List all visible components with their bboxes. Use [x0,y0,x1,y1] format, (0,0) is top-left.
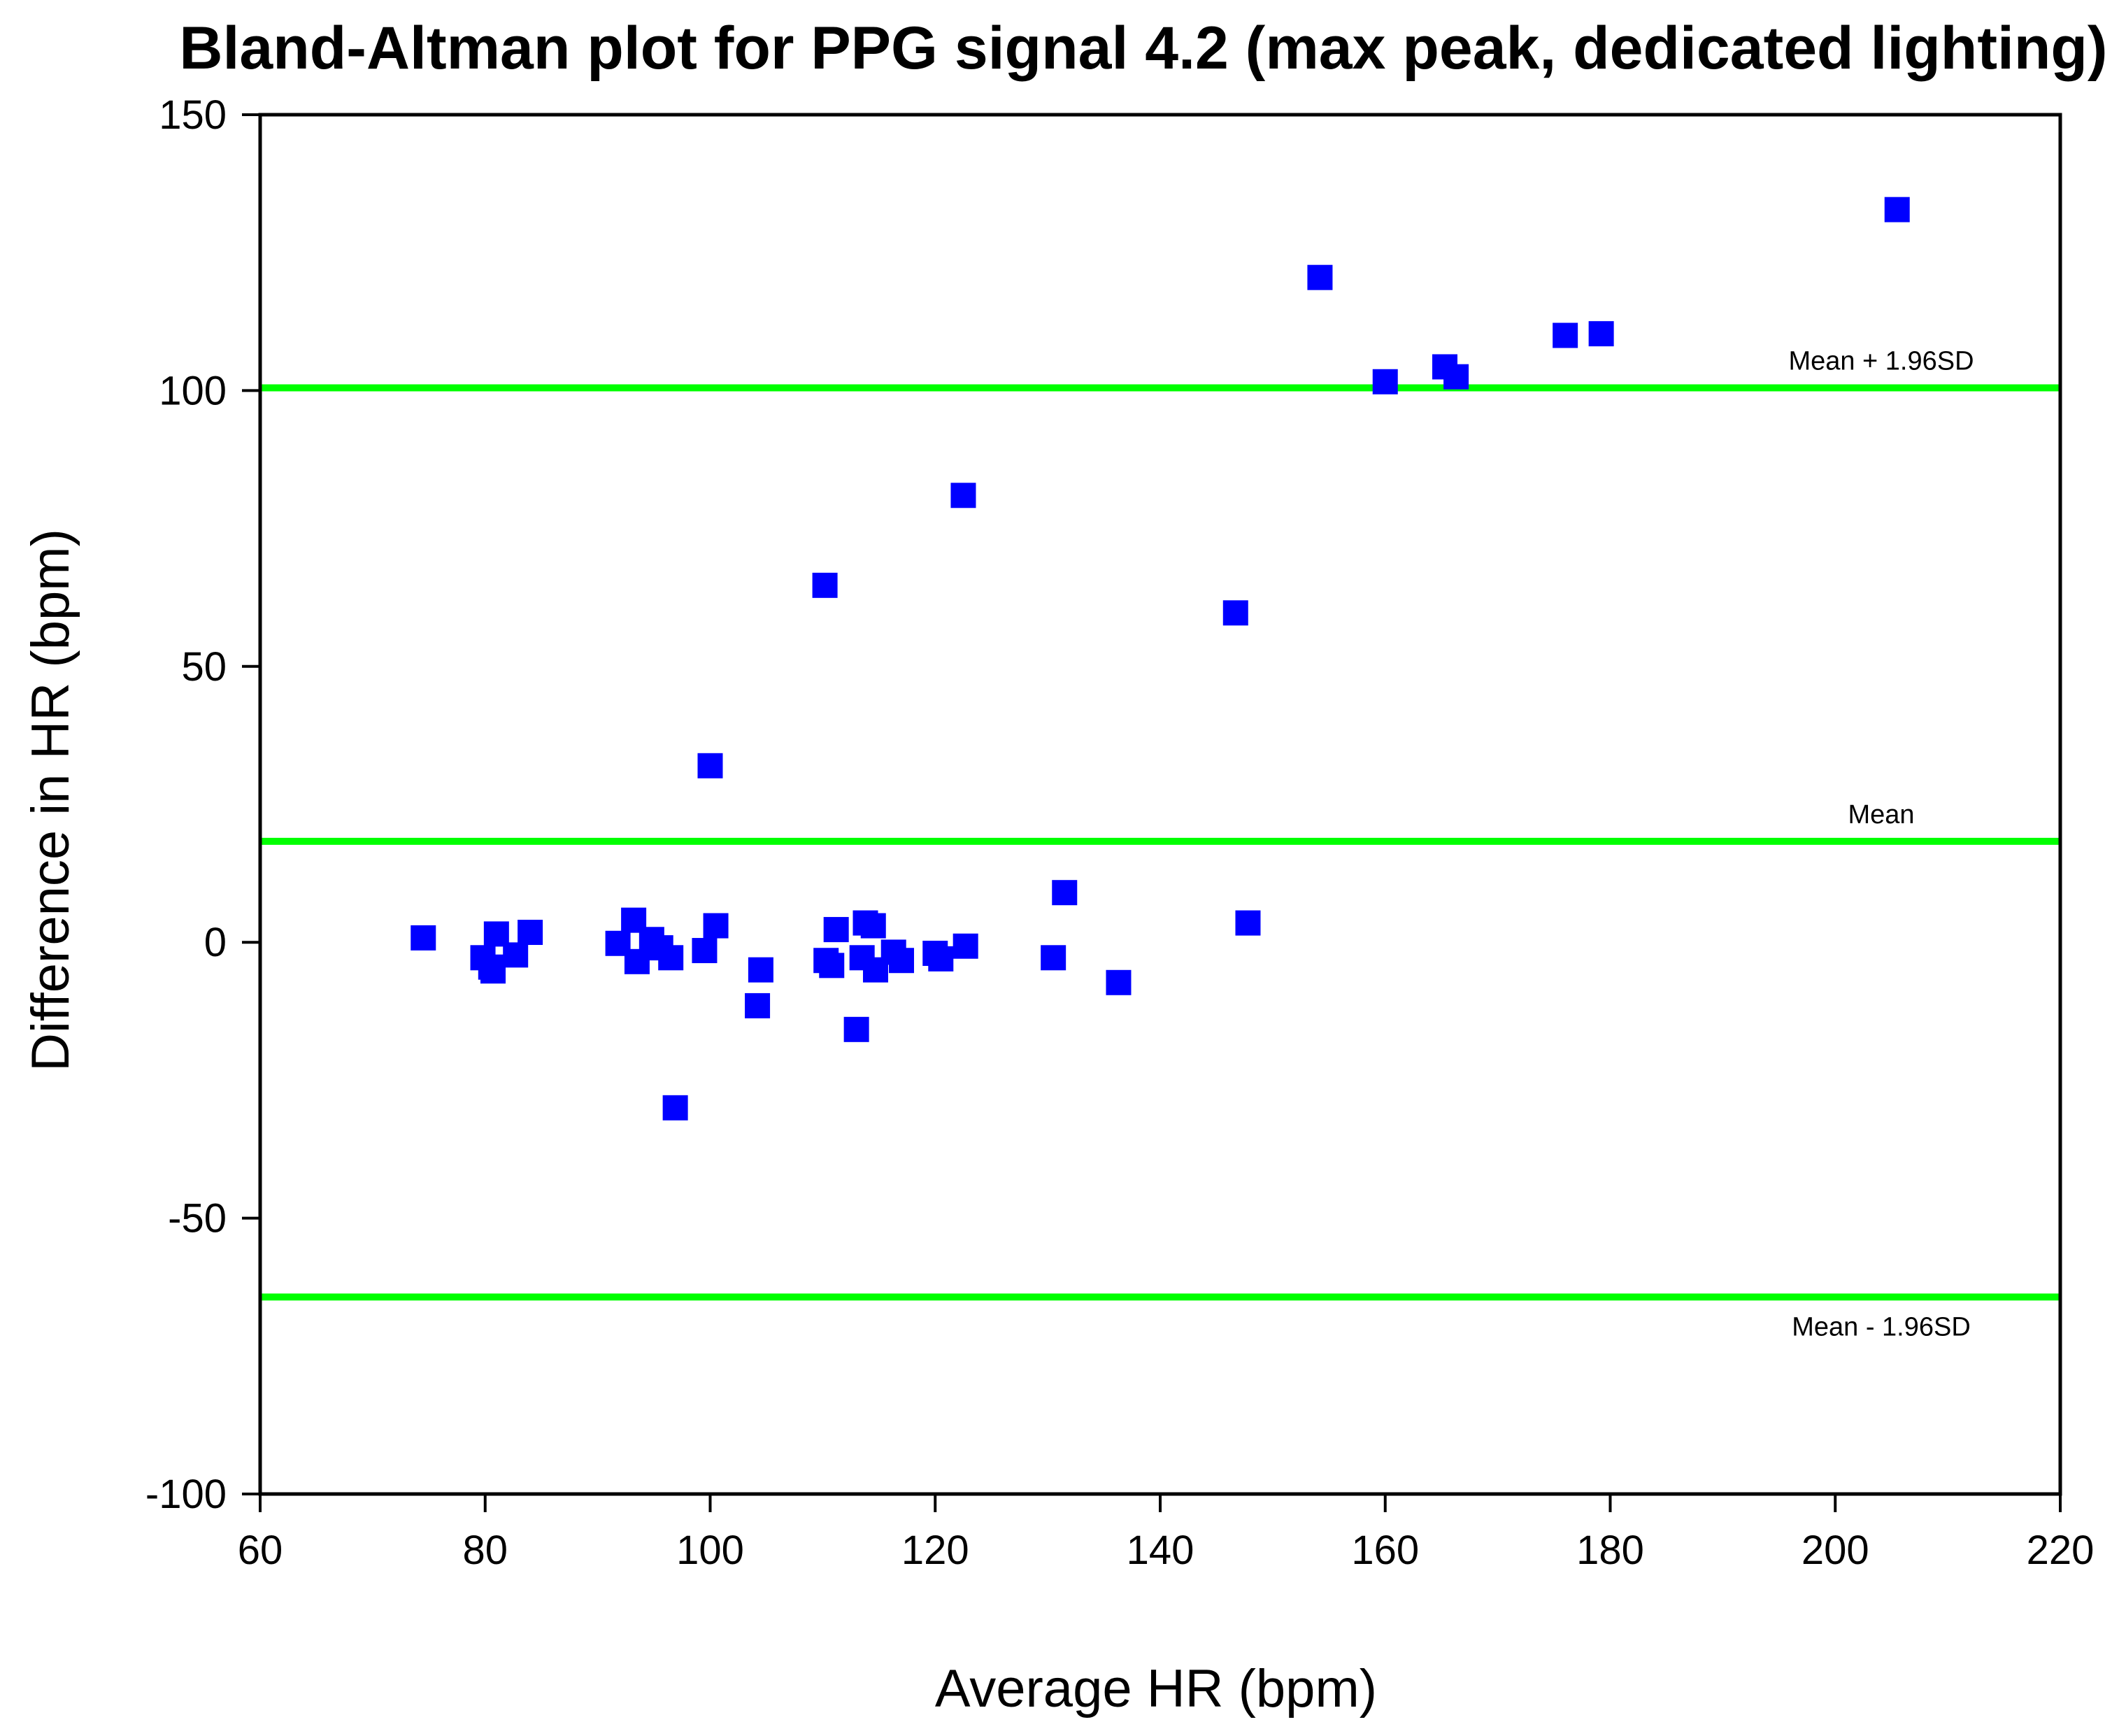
y-tick-label: 150 [159,92,227,138]
x-tick-label: 140 [1127,1528,1194,1573]
y-tick-label: 0 [204,920,227,965]
data-point [1307,264,1333,290]
y-tick-label: -100 [145,1472,227,1517]
chart-title: Bland-Altman plot for PPG signal 4.2 (ma… [179,15,2107,82]
data-point [518,920,543,946]
data-point [843,1016,869,1042]
data-point [812,572,838,598]
data-point [697,753,723,778]
data-point [1222,600,1248,626]
x-tick-label: 160 [1351,1528,1419,1573]
data-point [953,933,978,959]
data-point [662,1095,688,1120]
plot-frame [258,113,2062,1496]
reference-lines: Mean + 1.96SD Mean Mean - 1.96SD [260,346,2060,1342]
data-point [819,953,845,979]
data-point [748,957,773,983]
data-point [888,948,914,974]
data-point [860,913,886,939]
data-point [1553,322,1578,348]
reference-line-label: Mean [1848,800,1914,830]
data-point [745,992,771,1018]
data-point [703,913,729,939]
data-point [1372,369,1398,394]
data-point [503,942,529,968]
x-axis-title: Average HR (bpm) [935,1659,1377,1719]
x-tick-label: 180 [1576,1528,1644,1573]
data-points [411,197,1910,1120]
data-point [1884,197,1910,222]
y-tick-label: 50 [181,644,227,690]
data-point [1041,945,1066,971]
y-tick-label: -50 [168,1196,227,1241]
data-point [823,917,849,943]
x-tick-label: 80 [462,1528,508,1573]
x-axis-ticks: 60 80 100 120 140 160 180 200 220 [238,1494,2095,1573]
x-tick-label: 220 [2027,1528,2095,1573]
reference-line-label: Mean - 1.96SD [1792,1312,1971,1342]
y-tick-label: 100 [159,368,227,413]
data-point [928,946,954,972]
data-point [1052,880,1078,906]
data-point [624,948,650,974]
x-tick-label: 60 [238,1528,283,1573]
x-tick-label: 200 [1801,1528,1869,1573]
data-point [411,925,436,951]
x-tick-label: 100 [676,1528,744,1573]
data-point [692,938,718,964]
data-point [1443,364,1469,390]
x-tick-label: 120 [901,1528,969,1573]
data-point [658,945,684,971]
data-point [1235,910,1261,936]
data-point [480,958,506,984]
data-point [1106,969,1132,995]
data-point [1588,321,1614,347]
y-axis-ticks: -100 -50 0 50 100 150 [145,92,260,1517]
data-point [950,483,976,508]
reference-line-label: Mean + 1.96SD [1788,346,1974,376]
y-axis-title: Difference in HR (bpm) [21,529,80,1072]
